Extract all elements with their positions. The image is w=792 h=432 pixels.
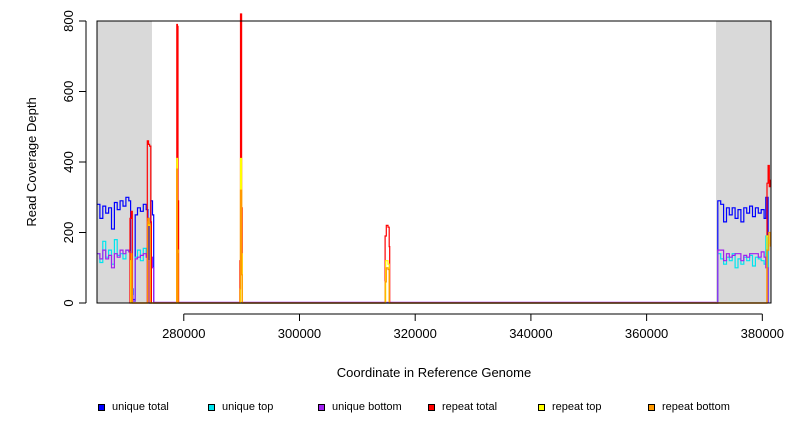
shaded-regions	[97, 21, 771, 303]
legend-label: unique bottom	[332, 401, 402, 413]
legend-swatch	[208, 404, 215, 411]
legend-swatch	[428, 404, 435, 411]
series-line	[97, 235, 769, 304]
legend-label: unique top	[222, 401, 274, 413]
x-tick-label: 320000	[394, 326, 437, 341]
series-line	[130, 168, 771, 304]
plot-frame	[96, 20, 772, 304]
y-tick-label: 600	[61, 81, 76, 103]
legend-swatch	[98, 404, 105, 411]
coverage-chart: 280000 300000 320000 340000 360000 380000 0 20…	[24, 10, 784, 380]
y-axis-label: Read Coverage Depth	[24, 97, 39, 226]
x-axis: 280000 300000 320000 340000 360000 380000	[162, 313, 784, 341]
x-tick-label: 340000	[509, 326, 552, 341]
y-tick-label: 200	[61, 222, 76, 244]
x-axis-label: Coordinate in Reference Genome	[337, 365, 531, 380]
y-axis: 0 200 400 600 800	[61, 10, 87, 307]
legend: unique total unique top unique bottom repea…	[0, 400, 792, 420]
legend-label: repeat top	[552, 401, 602, 413]
legend-swatch	[538, 404, 545, 411]
x-tick-label: 300000	[278, 326, 321, 341]
x-tick-label: 280000	[162, 326, 205, 341]
series-line	[129, 13, 771, 304]
legend-swatch	[648, 404, 655, 411]
legend-label: unique total	[112, 401, 169, 413]
series-line	[97, 249, 769, 304]
legend-swatch	[318, 404, 325, 411]
y-tick-label: 800	[61, 10, 76, 32]
series-lines	[97, 13, 771, 304]
series-line	[97, 196, 769, 304]
legend-label: repeat bottom	[662, 401, 730, 413]
x-tick-label: 360000	[625, 326, 668, 341]
x-tick-label: 380000	[741, 326, 784, 341]
y-tick-label: 400	[61, 151, 76, 173]
legend-label: repeat total	[442, 401, 498, 413]
y-tick-label: 0	[61, 299, 76, 306]
series-line	[130, 157, 771, 304]
